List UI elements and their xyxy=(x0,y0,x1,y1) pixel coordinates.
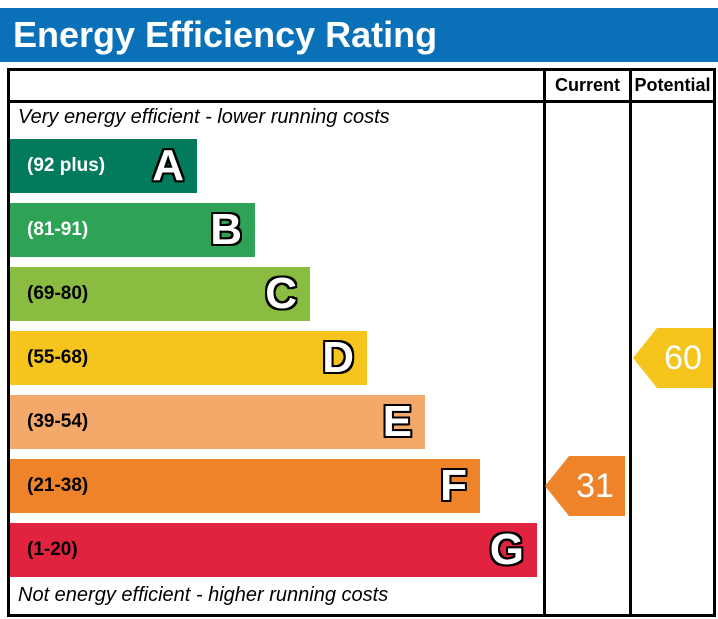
chart-title-bar: Energy Efficiency Rating xyxy=(0,8,718,62)
band-letter-d: D xyxy=(322,333,354,382)
band-row-f: (21-38) F xyxy=(10,459,480,513)
band-range-label-c: (69-80) xyxy=(27,283,89,304)
band-letter-g: G xyxy=(489,525,524,574)
band-letter-b: B xyxy=(210,205,242,254)
potential-column-header: Potential xyxy=(634,75,711,95)
rating-table: Current Potential Very energy efficient … xyxy=(7,68,716,617)
current-rating-arrow-value: 31 xyxy=(576,467,614,505)
potential-column-divider xyxy=(629,71,632,614)
band-letter-f: F xyxy=(440,461,467,510)
band-letter-a: A xyxy=(152,141,184,190)
chart-title: Energy Efficiency Rating xyxy=(13,14,438,55)
band-range-label-g: (1-20) xyxy=(27,539,78,560)
band-range-label-a: (92 plus) xyxy=(27,155,106,176)
bottom-note: Not energy efficient - higher running co… xyxy=(18,584,389,606)
potential-rating-arrow: 60 xyxy=(633,328,713,388)
potential-rating-arrow-value: 60 xyxy=(664,339,702,377)
band-range-label-f: (21-38) xyxy=(27,475,89,496)
band-row-e: (39-54) E xyxy=(10,395,425,449)
band-row-g: (1-20) G xyxy=(10,523,537,577)
band-range-label-b: (81-91) xyxy=(27,219,89,240)
current-column-divider xyxy=(543,71,546,614)
current-rating-arrow: 31 xyxy=(545,456,625,516)
top-note: Very energy efficient - lower running co… xyxy=(18,106,390,128)
header-separator-line xyxy=(10,100,713,103)
band-row-b: (81-91) B xyxy=(10,203,255,257)
band-letter-c: C xyxy=(265,269,297,318)
band-range-label-d: (55-68) xyxy=(27,347,89,368)
band-row-c: (69-80) C xyxy=(10,267,310,321)
band-row-a: (92 plus) A xyxy=(10,139,197,193)
band-range-label-e: (39-54) xyxy=(27,411,89,432)
band-row-d: (55-68) D xyxy=(10,331,367,385)
band-letter-e: E xyxy=(382,397,412,446)
current-column-header: Current xyxy=(554,75,620,95)
